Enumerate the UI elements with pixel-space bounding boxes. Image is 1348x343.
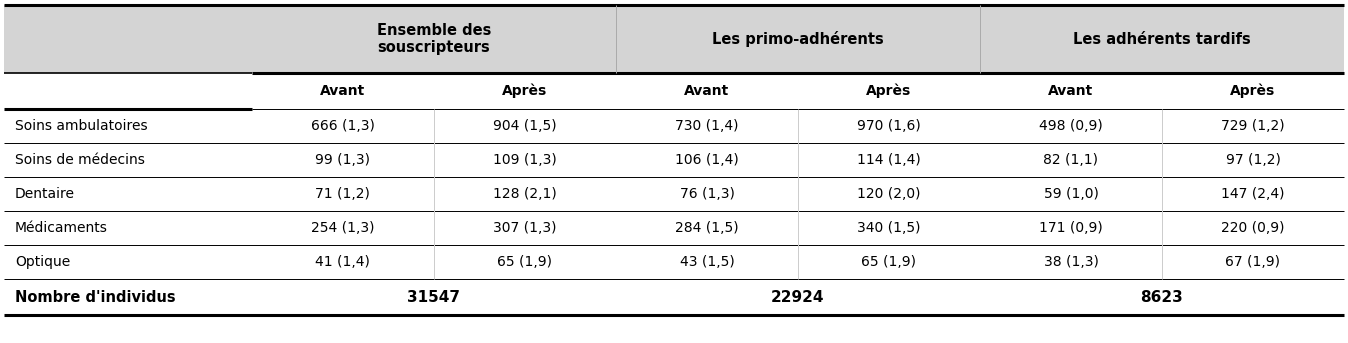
Text: Après: Après: [867, 84, 911, 98]
Text: 41 (1,4): 41 (1,4): [315, 255, 371, 269]
Text: 22924: 22924: [771, 289, 825, 305]
Text: Optique: Optique: [15, 255, 70, 269]
Text: 114 (1,4): 114 (1,4): [857, 153, 921, 167]
Text: Dentaire: Dentaire: [15, 187, 74, 201]
Bar: [4, 177, 1344, 211]
Text: 76 (1,3): 76 (1,3): [679, 187, 735, 201]
Text: 109 (1,3): 109 (1,3): [493, 153, 557, 167]
Text: 43 (1,5): 43 (1,5): [679, 255, 735, 269]
Bar: [4, 143, 1344, 177]
Text: 284 (1,5): 284 (1,5): [675, 221, 739, 235]
Text: 59 (1,0): 59 (1,0): [1043, 187, 1099, 201]
Text: Nombre d'individus: Nombre d'individus: [15, 289, 175, 305]
Text: 120 (2,0): 120 (2,0): [857, 187, 921, 201]
Text: 729 (1,2): 729 (1,2): [1221, 119, 1285, 133]
Text: Soins de médecins: Soins de médecins: [15, 153, 144, 167]
Text: 171 (0,9): 171 (0,9): [1039, 221, 1103, 235]
Text: Après: Après: [1231, 84, 1275, 98]
Text: 254 (1,3): 254 (1,3): [311, 221, 375, 235]
Text: Médicaments: Médicaments: [15, 221, 108, 235]
Text: 31547: 31547: [407, 289, 461, 305]
Text: 67 (1,9): 67 (1,9): [1225, 255, 1281, 269]
Text: 220 (0,9): 220 (0,9): [1221, 221, 1285, 235]
Text: 904 (1,5): 904 (1,5): [493, 119, 557, 133]
Text: Les adhérents tardifs: Les adhérents tardifs: [1073, 32, 1251, 47]
Bar: [4, 245, 1344, 279]
Text: 498 (0,9): 498 (0,9): [1039, 119, 1103, 133]
Text: Avant: Avant: [321, 84, 365, 98]
Text: 128 (2,1): 128 (2,1): [493, 187, 557, 201]
Text: 71 (1,2): 71 (1,2): [315, 187, 371, 201]
Text: Avant: Avant: [685, 84, 729, 98]
Text: 82 (1,1): 82 (1,1): [1043, 153, 1099, 167]
Text: 106 (1,4): 106 (1,4): [675, 153, 739, 167]
Text: 666 (1,3): 666 (1,3): [311, 119, 375, 133]
Text: Soins ambulatoires: Soins ambulatoires: [15, 119, 147, 133]
Text: 730 (1,4): 730 (1,4): [675, 119, 739, 133]
Text: 8623: 8623: [1140, 289, 1184, 305]
Bar: [4, 211, 1344, 245]
Text: 97 (1,2): 97 (1,2): [1225, 153, 1281, 167]
Text: 38 (1,3): 38 (1,3): [1043, 255, 1099, 269]
Text: 340 (1,5): 340 (1,5): [857, 221, 921, 235]
Bar: [4, 5, 1344, 73]
Text: Les primo-adhérents: Les primo-adhérents: [712, 31, 884, 47]
Text: 65 (1,9): 65 (1,9): [861, 255, 917, 269]
Bar: [4, 279, 1344, 315]
Bar: [4, 109, 1344, 143]
Text: Avant: Avant: [1049, 84, 1093, 98]
Text: Ensemble des
souscripteurs: Ensemble des souscripteurs: [376, 23, 491, 55]
Text: Après: Après: [503, 84, 547, 98]
Text: 307 (1,3): 307 (1,3): [493, 221, 557, 235]
Text: 970 (1,6): 970 (1,6): [857, 119, 921, 133]
Text: 99 (1,3): 99 (1,3): [315, 153, 371, 167]
Bar: [4, 73, 1344, 109]
Text: 147 (2,4): 147 (2,4): [1221, 187, 1285, 201]
Text: 65 (1,9): 65 (1,9): [497, 255, 553, 269]
